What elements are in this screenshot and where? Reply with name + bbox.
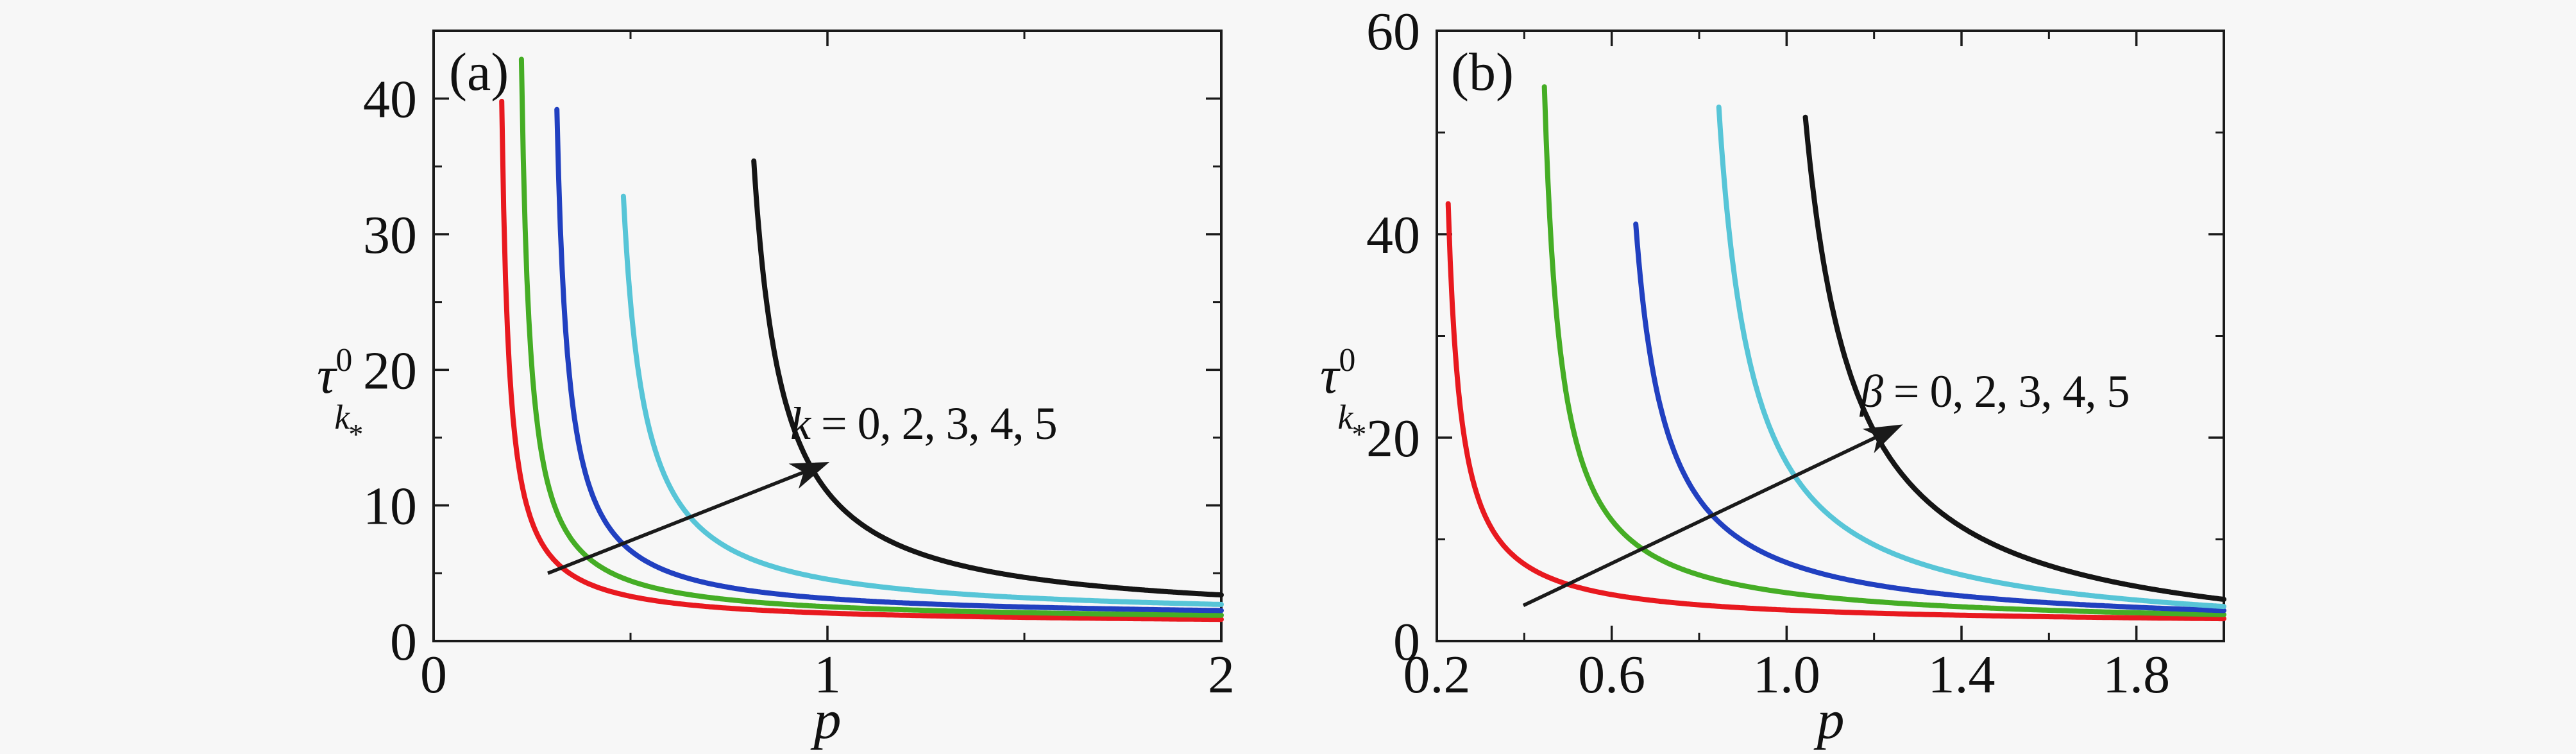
y-tick-label: 20 (363, 341, 417, 400)
y-label-base: τ (317, 346, 337, 404)
y-tick-label: 0 (1393, 612, 1420, 672)
curve-k=5 (751, 158, 1224, 598)
y-axis-label-a: τ0 k* (317, 342, 363, 450)
y-label-substar: * (348, 418, 363, 450)
y-tick-label: 40 (1366, 205, 1420, 265)
curve-k=2 (518, 56, 1224, 618)
y-label-substar: * (1352, 418, 1366, 450)
y-tick-label: 10 (363, 477, 417, 536)
y-label-superscript: 0 (335, 342, 352, 379)
x-axis-label-b: p (1813, 689, 1845, 750)
curve-k=0 (499, 98, 1224, 622)
annotation-arrow-a (547, 468, 811, 575)
curve-β=2 (1541, 84, 2226, 617)
annotation-values: = 0, 2, 3, 4, 5 (1883, 366, 2130, 417)
annotation-arrow-head-a (788, 462, 830, 489)
panel-tag-b: (b) (1451, 42, 1514, 102)
x-tick-label: 1.8 (2103, 645, 2170, 705)
annotation-text-b: β = 0, 2, 3, 4, 5 (1859, 366, 2129, 417)
y-tick-label: 40 (363, 70, 417, 130)
x-tick-label: 1.4 (1928, 645, 1996, 705)
annotation-text-a: k = 0, 2, 3, 4, 5 (790, 398, 1057, 449)
x-tick-label: 1 (814, 645, 841, 705)
annotation-variable: β (1859, 366, 1883, 417)
curve-β=4 (1716, 104, 2226, 610)
x-tick-label: 2 (1208, 645, 1235, 705)
y-label-subscript: k (334, 398, 350, 436)
y-label-subscript: k (1337, 398, 1353, 436)
annotation-variable: k (790, 398, 812, 449)
y-label-superscript: 0 (1339, 342, 1355, 379)
curve-β=3 (1633, 221, 2226, 613)
x-tick-label: 0.6 (1578, 645, 1645, 705)
y-tick-label: 0 (390, 612, 417, 672)
x-tick-label: 0 (420, 645, 447, 705)
panel-tag-a: (a) (449, 42, 509, 102)
annotation-values: = 0, 2, 3, 4, 5 (810, 398, 1057, 449)
curve-k=3 (554, 107, 1224, 613)
x-tick-label: 1.0 (1753, 645, 1820, 705)
y-tick-label: 60 (1366, 2, 1420, 62)
annotation-arrow-head-b (1862, 424, 1903, 454)
x-axis-label-a: p (810, 689, 842, 750)
curve-β=0 (1445, 201, 2226, 622)
curve-k=4 (620, 193, 1224, 607)
x-tick-label: 0.2 (1403, 645, 1471, 705)
y-axis-label-b: τ0 k* (1320, 342, 1366, 450)
panel-b: 0.2 0.6 1.0 1.4 1.8 0 20 40 60 β = 0, 2, 3, 4, 5 (… (1320, 2, 2226, 750)
y-tick-label: 20 (1366, 409, 1420, 468)
y-label-base: τ (1320, 346, 1341, 404)
y-tick-label: 30 (363, 205, 417, 265)
annotation-arrow-b (1522, 432, 1885, 608)
